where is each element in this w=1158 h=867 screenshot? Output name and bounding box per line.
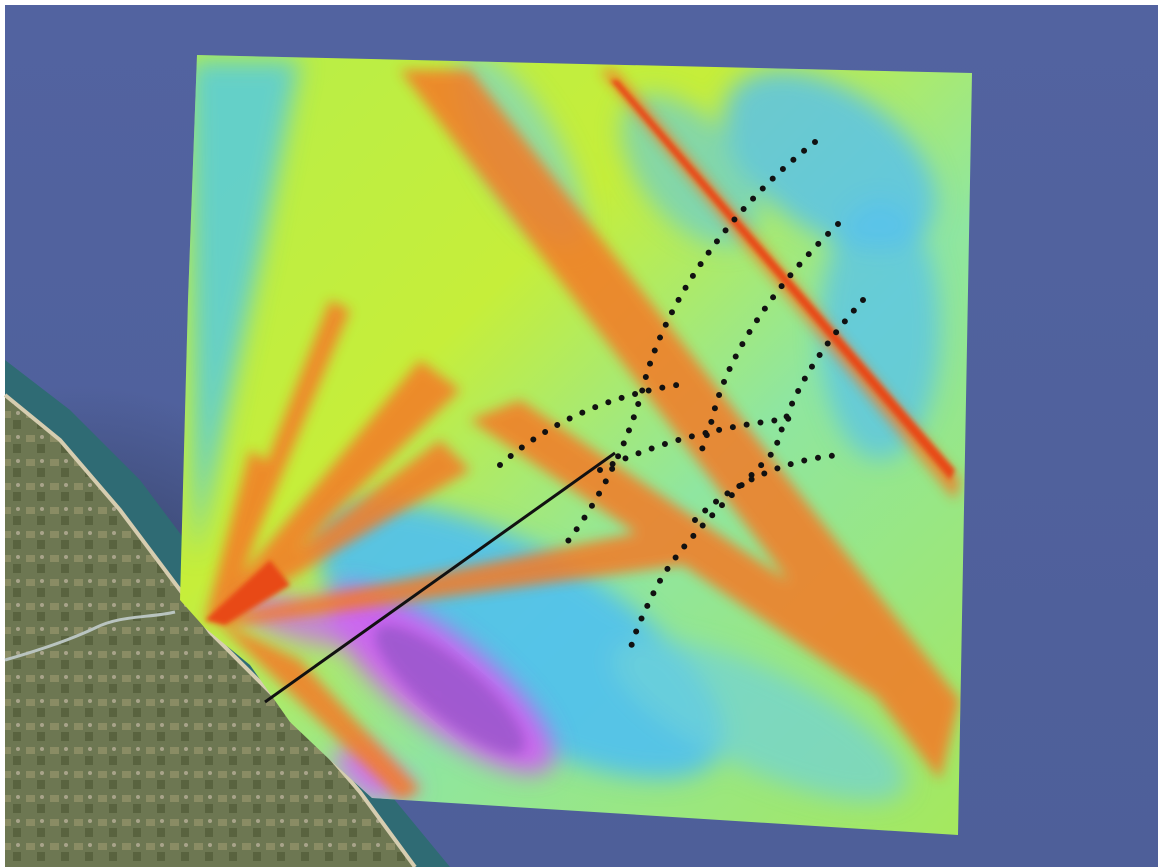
page — [0, 0, 1158, 867]
map-view — [0, 0, 1158, 867]
